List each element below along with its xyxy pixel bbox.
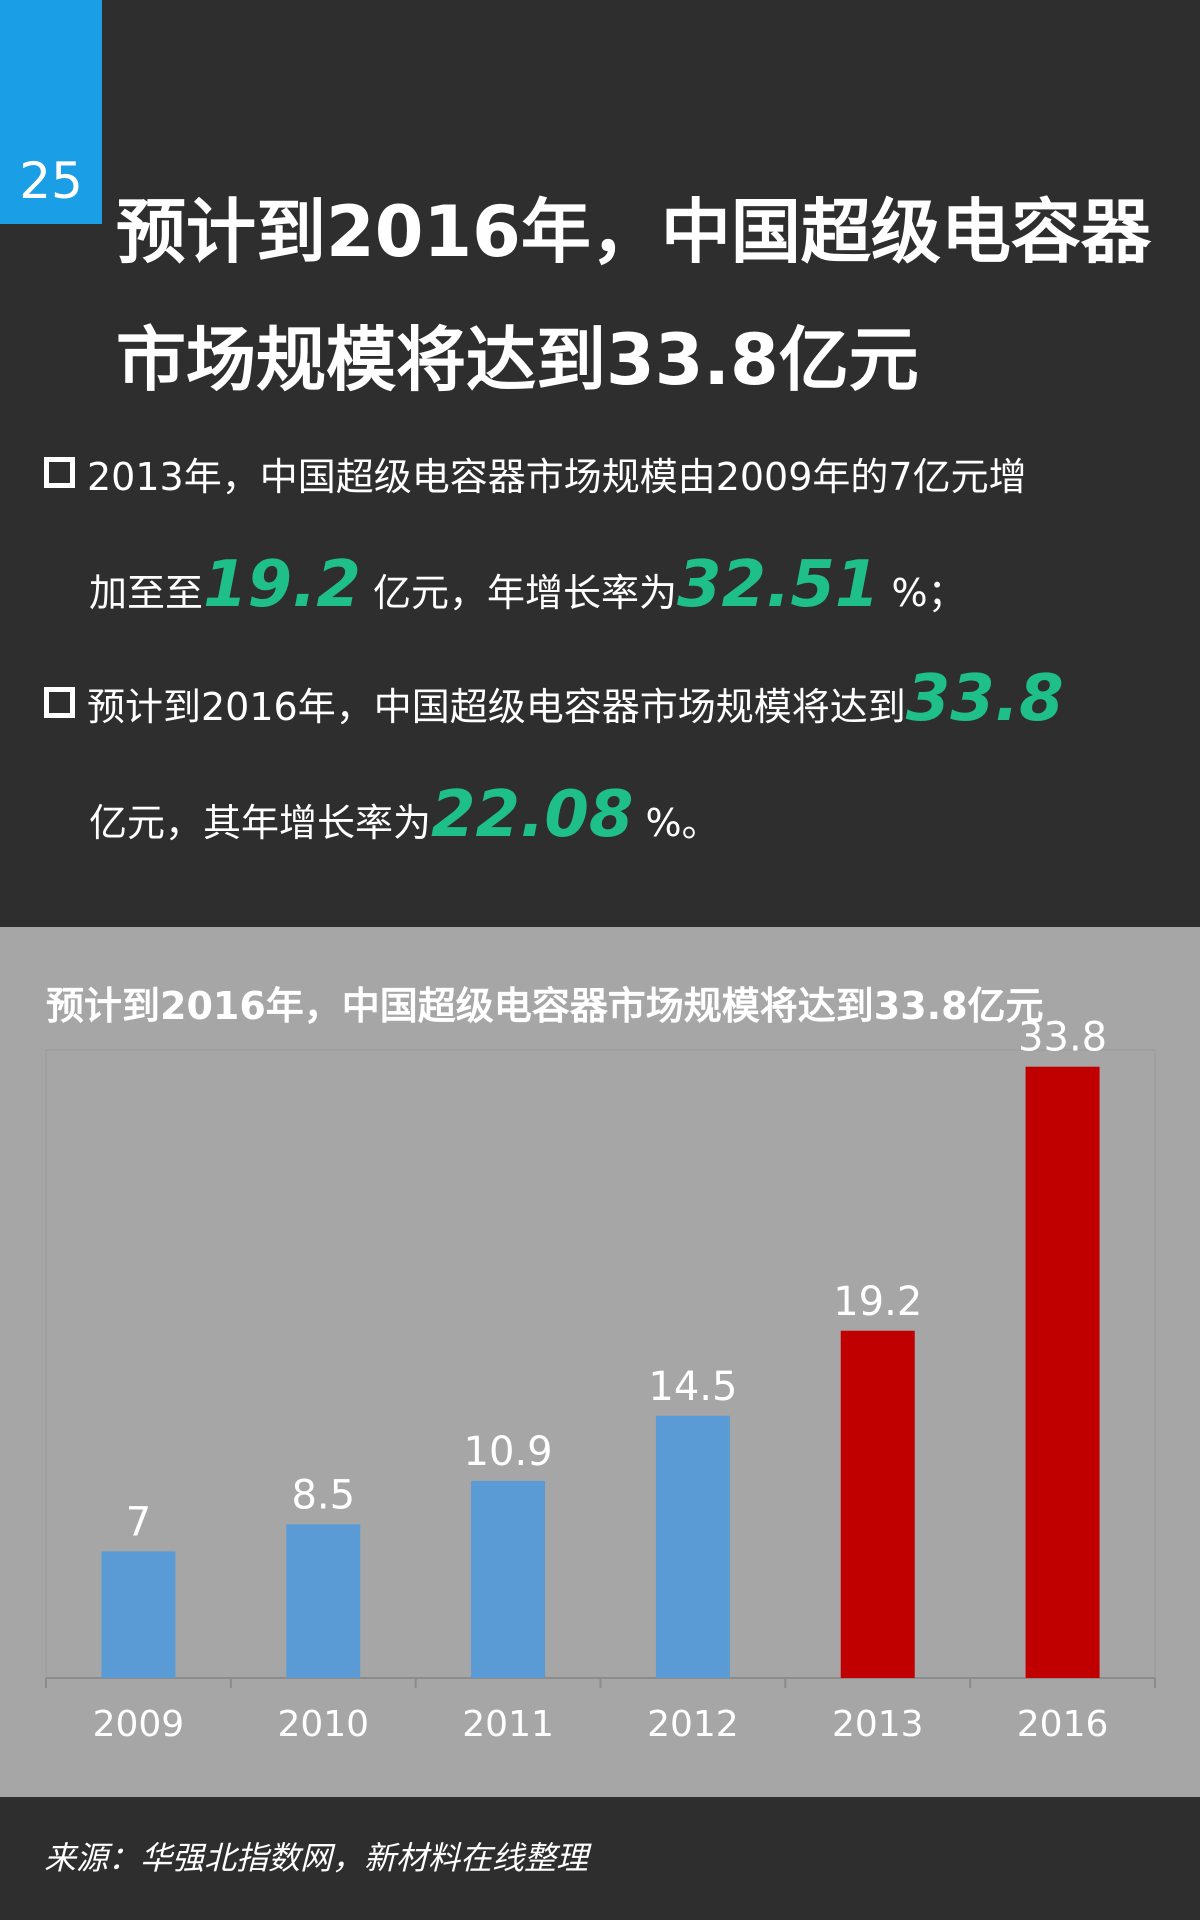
bullet-2-text: 预计到2016年，中国超级电容器市场规模将达到 (87, 685, 906, 729)
plot-frame (45, 1049, 1156, 1679)
x-tick-label-2009: 2009 (93, 1704, 185, 1745)
x-tick-label-2011: 2011 (462, 1704, 554, 1745)
bullet-1-line2: 加至至19.2 亿元，年增长率为32.51 %； (44, 531, 1174, 647)
page-number-badge: 25 (0, 0, 102, 224)
header-panel: 25 预计到2016年，中国超级电容器 市场规模将达到33.8亿元 2013年，… (0, 0, 1200, 927)
data-label-2010: 8.5 (291, 1472, 355, 1518)
bar-chart: 7 2009 8.5 2010 10.9 2011 14.5 2012 19.2 2013 33.8… (45, 1015, 1156, 1745)
bar-2013 (840, 1330, 915, 1678)
chart-title: 预计到2016年，中国超级电容器市场规模将达到33.8亿元 (46, 984, 1044, 1028)
bullet-2-line1: 预计到2016年，中国超级电容器市场规模将达到33.8 (44, 645, 1174, 761)
bullet-2-line2: 亿元，其年增长率为22.08 %。 (44, 761, 1174, 877)
square-bullet-icon (44, 687, 75, 718)
bullet-2: 预计到2016年，中国超级电容器市场规模将达到33.8 亿元，其年增长率为22.… (44, 645, 1174, 877)
data-label-2011: 10.9 (464, 1429, 553, 1475)
bullet-1-text: 2013年，中国超级电容器市场规模由2009年的7亿元增 (87, 455, 1027, 499)
x-tick-label-2012: 2012 (647, 1704, 739, 1745)
bullet-2-post: %。 (633, 801, 720, 845)
data-label-2009: 7 (126, 1499, 151, 1545)
x-tick-label-2010: 2010 (277, 1704, 369, 1745)
highlight-value-32-51: 32.51 (677, 548, 880, 622)
page-title: 预计到2016年，中国超级电容器 市场规模将达到33.8亿元 (116, 168, 1186, 424)
bullet-1: 2013年，中国超级电容器市场规模由2009年的7亿元增 加至至19.2 亿元，… (44, 423, 1174, 647)
x-tick-label-2016: 2016 (1017, 1704, 1109, 1745)
bar-2012 (655, 1415, 730, 1678)
bar-2011 (471, 1480, 546, 1678)
page-number: 25 (19, 152, 83, 210)
bullet-1-pre: 加至至 (89, 571, 204, 615)
data-label-2012: 14.5 (648, 1364, 737, 1410)
bar-2016 (1025, 1066, 1100, 1678)
data-label-2013: 19.2 (833, 1279, 922, 1325)
source-note: 来源：华强北指数网，新材料在线整理 (44, 1839, 589, 1877)
highlight-value-33-8: 33.8 (905, 662, 1064, 736)
page-title-line1: 预计到2016年，中国超级电容器 (116, 191, 1151, 273)
bullet-1-post: %； (879, 571, 966, 615)
data-label-2016: 33.8 (1018, 1015, 1107, 1061)
square-bullet-icon (44, 457, 75, 488)
highlight-value-19-2: 19.2 (203, 548, 361, 622)
page-title-line2: 市场规模将达到33.8亿元 (116, 319, 919, 401)
x-tick-label-2013: 2013 (832, 1704, 924, 1745)
bullet-2-pre: 亿元，其年增长率为 (89, 801, 432, 845)
footer: 来源：华强北指数网，新材料在线整理 (0, 1797, 1200, 1920)
bullet-1-line1: 2013年，中国超级电容器市场规模由2009年的7亿元增 (44, 423, 1174, 531)
chart-panel: 预计到2016年，中国超级电容器市场规模将达到33.8亿元 7 2009 8.5 20… (0, 927, 1200, 1797)
bar-2010 (286, 1524, 361, 1678)
highlight-value-22-08: 22.08 (431, 778, 634, 852)
bar-2009 (101, 1551, 176, 1678)
bullet-1-mid: 亿元，年增长率为 (360, 571, 678, 615)
